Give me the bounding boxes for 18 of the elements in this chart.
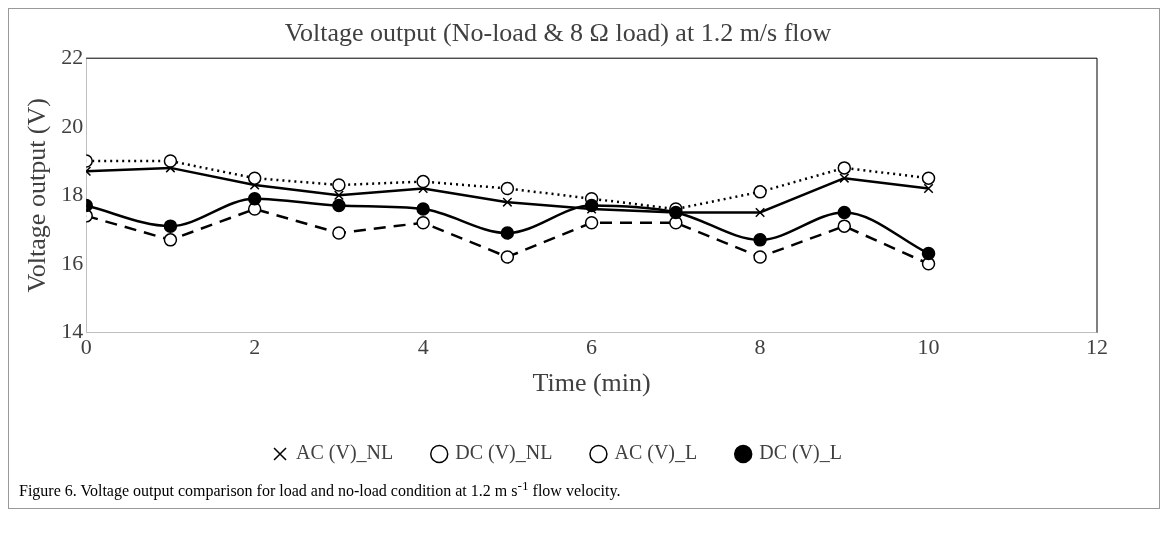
x-axis-title: Time (min) xyxy=(532,368,651,398)
legend-label: DC (V)_L xyxy=(759,441,842,465)
caption: Figure 6. Voltage output comparison for load and no-load condition at 1.2 m s$^{-1}$ flow velocity. xyxy=(18,477,622,502)
legend-label: AC (V)_L xyxy=(614,441,698,465)
x-tick-label: 10 xyxy=(917,334,940,360)
y-tick-label: 16 xyxy=(61,249,84,275)
x-tick-label: 6 xyxy=(586,334,598,360)
legend-label: DC (V)_NL xyxy=(455,441,553,465)
y-tick-label: 20 xyxy=(61,112,84,138)
y-axis-title: Voltage output (V) xyxy=(22,98,52,293)
x-tick-label: 8 xyxy=(754,334,766,360)
x-tick-label: 4 xyxy=(417,334,429,360)
chart-title: Voltage output (No-load & 8 Ω load) at 1.2 m/s flow xyxy=(284,18,832,48)
x-tick-label: 12 xyxy=(1086,334,1108,360)
x-tick-label: 2 xyxy=(249,334,261,360)
legend-label: AC (V)_NL xyxy=(296,441,394,465)
y-tick-label: 22 xyxy=(61,43,84,69)
y-tick-label: 18 xyxy=(61,181,84,207)
